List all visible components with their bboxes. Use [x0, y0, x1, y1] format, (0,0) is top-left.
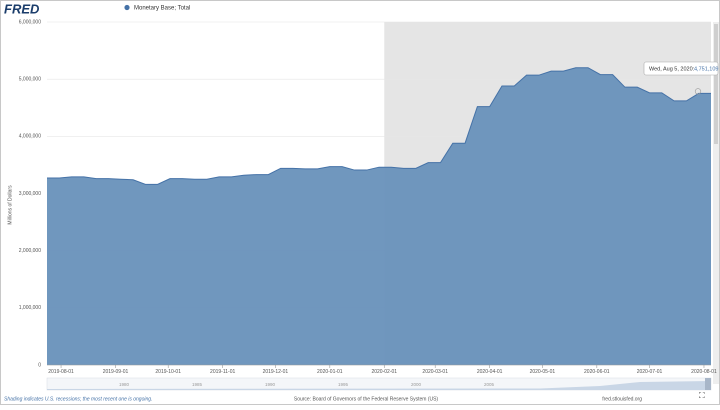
- tooltip-point: [694, 88, 702, 95]
- y-axis-label: Millions of Dollars: [7, 185, 13, 225]
- footnote: Shading indicates U.S. recessions; the m…: [4, 396, 152, 402]
- navigator-series: [47, 381, 711, 390]
- x-tick-label: 2019-12-01: [263, 369, 289, 375]
- line: [47, 67, 711, 185]
- x-tick-label: 2019-09-01: [103, 369, 129, 375]
- area: [47, 67, 711, 365]
- x-tick-label: 2019-08-01: [48, 369, 74, 375]
- tooltip: Wed, Aug 5, 2020: 4,751,109: [643, 61, 719, 76]
- x-tick-label: 2020-08-01: [691, 369, 717, 375]
- x-tick-label: 2020-07-01: [637, 369, 663, 375]
- navigator-year: 2005: [484, 382, 495, 387]
- x-tick-label: 2020-04-01: [477, 369, 503, 375]
- tooltip-value: 4,751,109: [694, 66, 718, 72]
- navigator-year: 1980: [119, 382, 130, 387]
- scrollbar-thumb[interactable]: [714, 24, 718, 144]
- x-tick-label: 2019-11-01: [210, 369, 235, 375]
- y-tick-label: 4,000,000: [19, 134, 41, 140]
- y-tick-label: 3,000,000: [19, 191, 41, 197]
- tooltip-date: Wed, Aug 5, 2020:: [649, 66, 695, 72]
- y-tick-label: 1,000,000: [19, 305, 41, 311]
- navigator-year: 1995: [338, 382, 349, 387]
- x-tick-label: 2020-05-01: [530, 369, 556, 375]
- site: fred.stlouisfed.org: [602, 396, 642, 402]
- navigator-handle[interactable]: [705, 378, 711, 390]
- legend-label: Monetary Base; Total: [134, 6, 190, 12]
- x-tick-label: 2020-03-01: [422, 369, 448, 375]
- navigator-year: 1990: [265, 382, 276, 387]
- y-tick-label: 5,000,000: [19, 76, 41, 82]
- fullscreen-icon[interactable]: ⛶: [698, 391, 705, 400]
- x-tick-label: 2020-02-01: [371, 369, 397, 375]
- y-tick-label: 6,000,000: [19, 19, 41, 25]
- scrollbar-track[interactable]: [713, 22, 719, 384]
- navigator-year: 1985: [192, 382, 203, 387]
- y-tick-label: 0: [38, 362, 41, 368]
- x-tick-label: 2020-06-01: [584, 369, 610, 375]
- legend-marker: [124, 4, 130, 11]
- logo: FRED: [4, 1, 40, 16]
- y-tick-label: 2,000,000: [19, 248, 41, 254]
- navigator-year: 2000: [411, 382, 422, 387]
- x-tick-label: 2019-10-01: [155, 369, 181, 375]
- source: Source: Board of Governors of the Federa…: [294, 396, 439, 402]
- x-tick-label: 2020-01-01: [317, 369, 343, 375]
- tooltip-box: [643, 61, 719, 76]
